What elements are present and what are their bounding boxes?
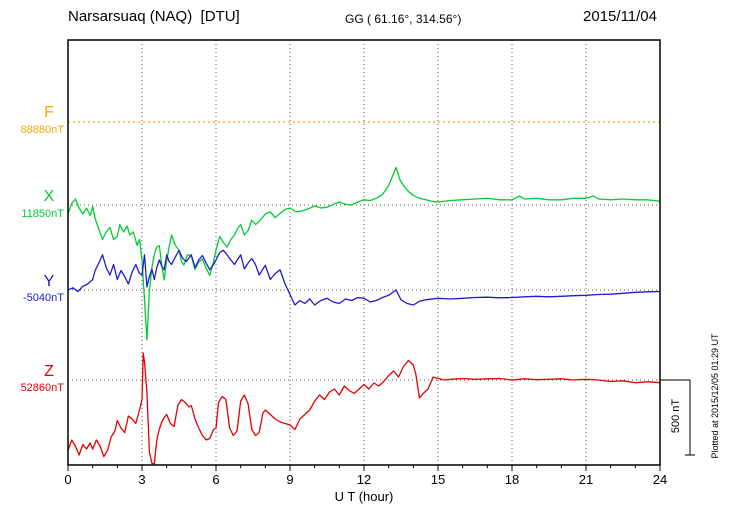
geographic-coordinates: GG ( 61.16°, 314.56°): [345, 12, 462, 26]
x-tick-label: 6: [212, 472, 219, 487]
component-baseline-value-F: 88880nT: [20, 124, 64, 136]
trace-Z: [67, 352, 661, 465]
trace-X: [67, 166, 661, 341]
x-tick-label: 12: [357, 472, 371, 487]
component-baseline-value-Z: 52860nT: [20, 382, 64, 394]
x-tick-label: 15: [431, 472, 445, 487]
plotted-at-note: Plotted at 2015/12/05 01:29 UT: [710, 333, 720, 459]
x-tick-label: 3: [138, 472, 145, 487]
trace-Y: [67, 249, 661, 306]
x-tick-label: 0: [64, 472, 71, 487]
plot-date: 2015/11/04: [583, 8, 657, 25]
component-label-Z: Z: [44, 363, 54, 380]
station-title: Narsarsuaq (NAQ) [DTU]: [68, 8, 240, 25]
x-tick-label: 9: [286, 472, 293, 487]
component-baseline-value-X: 11850nT: [21, 208, 64, 220]
scale-bar-label: 500 nT: [670, 398, 682, 434]
x-tick-label: 18: [505, 472, 519, 487]
component-baseline-value-Y: -5040nT: [23, 292, 64, 304]
component-label-F: F: [44, 104, 54, 121]
x-tick-label: 21: [579, 472, 593, 487]
x-tick-label: 24: [653, 472, 667, 487]
component-label-X: X: [43, 188, 55, 205]
component-label-Y: Y: [43, 273, 55, 290]
x-axis-label: U T (hour): [334, 489, 394, 504]
